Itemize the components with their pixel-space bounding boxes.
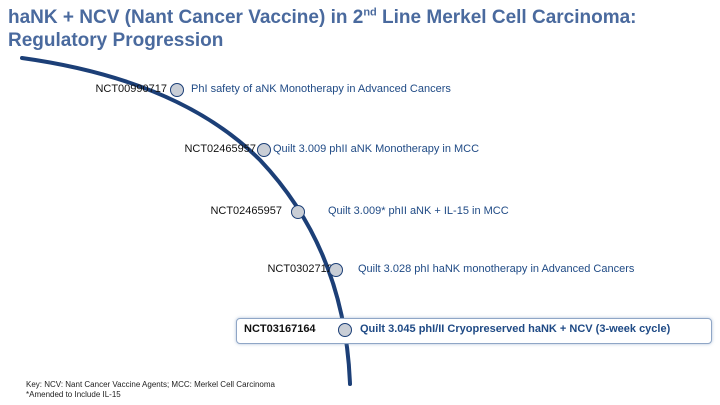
nct-id: NCT03027128 — [267, 263, 339, 275]
timeline-node — [338, 323, 352, 337]
trial-row: NCT02465957 Quilt 3.009* phII aNK + IL-1… — [0, 205, 720, 223]
trial-row: NCT02465957 Quilt 3.009 phII aNK Monothe… — [0, 143, 720, 161]
key-line2: *Amended to Include IL-15 — [26, 390, 121, 399]
nct-id: NCT00990717 — [95, 83, 167, 95]
timeline-node — [291, 205, 305, 219]
timeline-node — [257, 143, 271, 157]
trial-row: NCT03027128 Quilt 3.028 phI haNK monothe… — [0, 263, 720, 281]
trial-description: Quilt 3.009 phII aNK Monotherapy in MCC — [273, 143, 480, 155]
title-superscript: nd — [363, 6, 377, 19]
trial-description: Quilt 3.009* phII aNK + IL-15 in MCC — [328, 205, 509, 217]
trial-description: Quilt 3.028 phI haNK monotherapy in Adva… — [358, 263, 635, 275]
trial-description: PhI safety of aNK Monotherapy in Advance… — [191, 83, 451, 95]
slide-title: haNK + NCV (Nant Cancer Vaccine) in 2nd … — [8, 6, 708, 52]
trial-row: NCT00990717 PhI safety of aNK Monotherap… — [0, 83, 720, 101]
title-line1-before: haNK + NCV (Nant Cancer Vaccine) in 2 — [8, 7, 364, 28]
footnote-key: Key: NCV: Nant Cancer Vaccine Agents; MC… — [26, 380, 275, 400]
timeline-node — [170, 83, 184, 97]
nct-id: NCT02465957 — [210, 205, 282, 217]
trial-description: Quilt 3.045 phI/II Cryopreserved haNK + … — [360, 323, 671, 335]
timeline-node — [329, 263, 343, 277]
timeline-arc — [20, 56, 352, 386]
trial-row-current: NCT03167164 Quilt 3.045 phI/II Cryoprese… — [0, 323, 720, 341]
key-line1: Key: NCV: Nant Cancer Vaccine Agents; MC… — [26, 380, 275, 389]
title-line1-after: Line Merkel Cell Carcinoma: — [376, 7, 637, 28]
nct-id: NCT02465957 — [184, 143, 256, 155]
title-line2: Regulatory Progression — [8, 30, 224, 51]
nct-id: NCT03167164 — [244, 323, 316, 335]
current-trial-highlight — [236, 318, 712, 344]
